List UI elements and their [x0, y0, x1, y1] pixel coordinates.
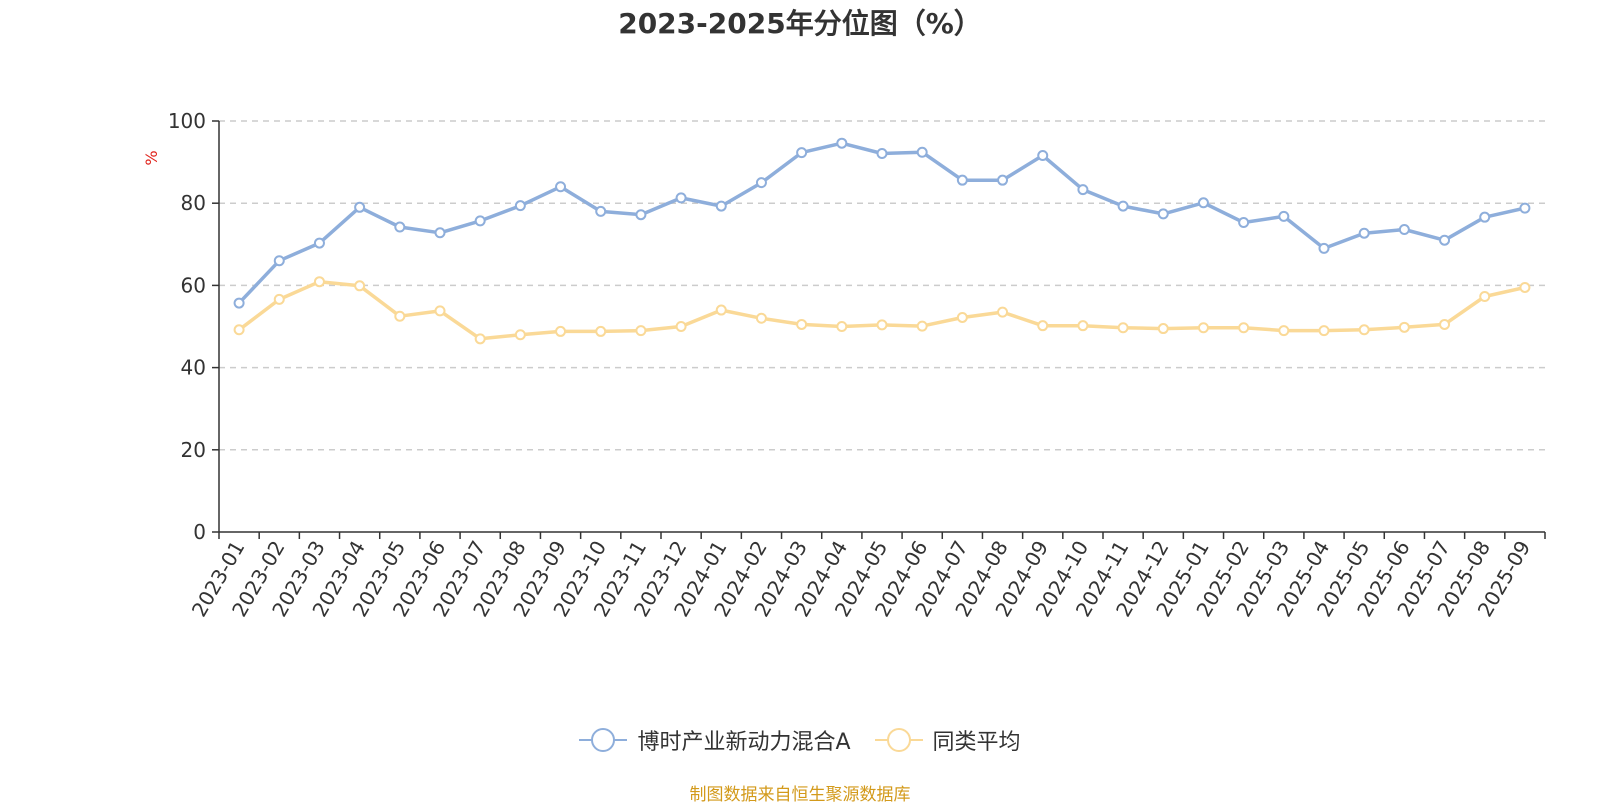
series-0-point — [1358, 227, 1370, 239]
series-1-point — [595, 325, 607, 337]
legend-label-fund: 博时产业新动力混合A — [637, 730, 851, 755]
series-0-point — [675, 192, 687, 204]
series-1-point — [997, 306, 1009, 318]
series-1-point — [1398, 321, 1410, 333]
series-1-point — [876, 319, 888, 331]
series-0-point — [595, 205, 607, 217]
series-0-point — [1439, 234, 1451, 246]
series-0-point — [1157, 208, 1169, 220]
axes: 0204060801002023-012023-022023-032023-04… — [168, 109, 1546, 621]
series-0-point — [233, 297, 245, 309]
y-tick-label: 80 — [181, 191, 206, 215]
y-tick-label: 60 — [181, 273, 206, 297]
series-0-point — [1278, 210, 1290, 222]
series-1-point — [1117, 322, 1129, 334]
series-1-point — [1157, 323, 1169, 335]
series-0-point — [1318, 242, 1330, 254]
series-1-point — [1479, 290, 1491, 302]
series-1-point — [1197, 322, 1209, 334]
series-layer — [233, 137, 1531, 345]
series-0-point — [1197, 197, 1209, 209]
series-0-point — [1519, 202, 1531, 214]
series-1-point — [313, 276, 325, 288]
series-0-point — [394, 221, 406, 233]
y-tick-label: 40 — [181, 356, 206, 380]
series-1-point — [1238, 322, 1250, 334]
series-0-point — [1479, 211, 1491, 223]
series-1-point — [474, 333, 486, 345]
series-1-point — [1318, 325, 1330, 337]
series-1-point — [755, 312, 767, 324]
series-1-point — [635, 325, 647, 337]
series-0-point — [1238, 217, 1250, 229]
legend-marker-peer-average — [874, 728, 923, 752]
series-0-point — [555, 181, 567, 193]
series-1-point — [796, 318, 808, 330]
series-0-point — [1117, 200, 1129, 212]
legend: 博时产业新动力混合A 同类平均 — [0, 724, 1600, 756]
legend-item-fund[interactable]: 博时产业新动力混合A — [579, 724, 851, 756]
series-1-point — [1278, 325, 1290, 337]
y-axis-label: % — [142, 150, 161, 165]
legend-marker-fund — [579, 728, 628, 752]
series-1-point — [233, 324, 245, 336]
series-1-point — [1439, 318, 1451, 330]
series-0-point — [514, 200, 526, 212]
series-0-point — [635, 209, 647, 221]
series-1-point — [354, 280, 366, 292]
data-source-note: 制图数据来自恒生聚源数据库 — [689, 785, 911, 805]
series-0-point — [313, 237, 325, 249]
y-tick-label: 0 — [193, 520, 206, 544]
series-0-point — [956, 174, 968, 186]
series-1-point — [1037, 320, 1049, 332]
series-1-point — [434, 305, 446, 317]
series-0-point — [1077, 184, 1089, 196]
series-1-point — [1519, 281, 1531, 293]
series-1-point — [394, 310, 406, 322]
series-line-0 — [237, 141, 1527, 305]
series-0-point — [354, 201, 366, 213]
series-1-point — [916, 320, 928, 332]
series-1-point — [715, 304, 727, 316]
series-0-point — [1037, 150, 1049, 162]
series-1-point — [675, 321, 687, 332]
y-tick-label: 20 — [181, 438, 206, 462]
series-0-point — [916, 146, 928, 158]
series-1-point — [1077, 320, 1089, 332]
series-1-point — [956, 311, 968, 323]
series-1-point — [1358, 324, 1370, 336]
series-0-point — [434, 227, 446, 239]
series-0-point — [474, 215, 486, 227]
series-1-point — [836, 321, 848, 332]
series-1-point — [514, 329, 526, 341]
legend-item-peer-average[interactable]: 同类平均 — [874, 724, 1021, 756]
series-1-point — [273, 293, 285, 305]
series-0-point — [755, 177, 767, 189]
series-0-point — [796, 147, 808, 159]
series-0-point — [715, 200, 727, 212]
gridlines — [219, 120, 1545, 451]
series-1-point — [555, 325, 567, 337]
legend-label-peer-average: 同类平均 — [932, 730, 1021, 755]
chart-title: 2023-2025年分位图（%） — [618, 7, 982, 40]
series-0-point — [997, 174, 1009, 186]
y-tick-label: 100 — [168, 109, 206, 133]
series-0-point — [273, 255, 285, 267]
series-0-point — [836, 137, 848, 149]
series-0-point — [1398, 224, 1410, 236]
series-0-point — [876, 147, 888, 159]
